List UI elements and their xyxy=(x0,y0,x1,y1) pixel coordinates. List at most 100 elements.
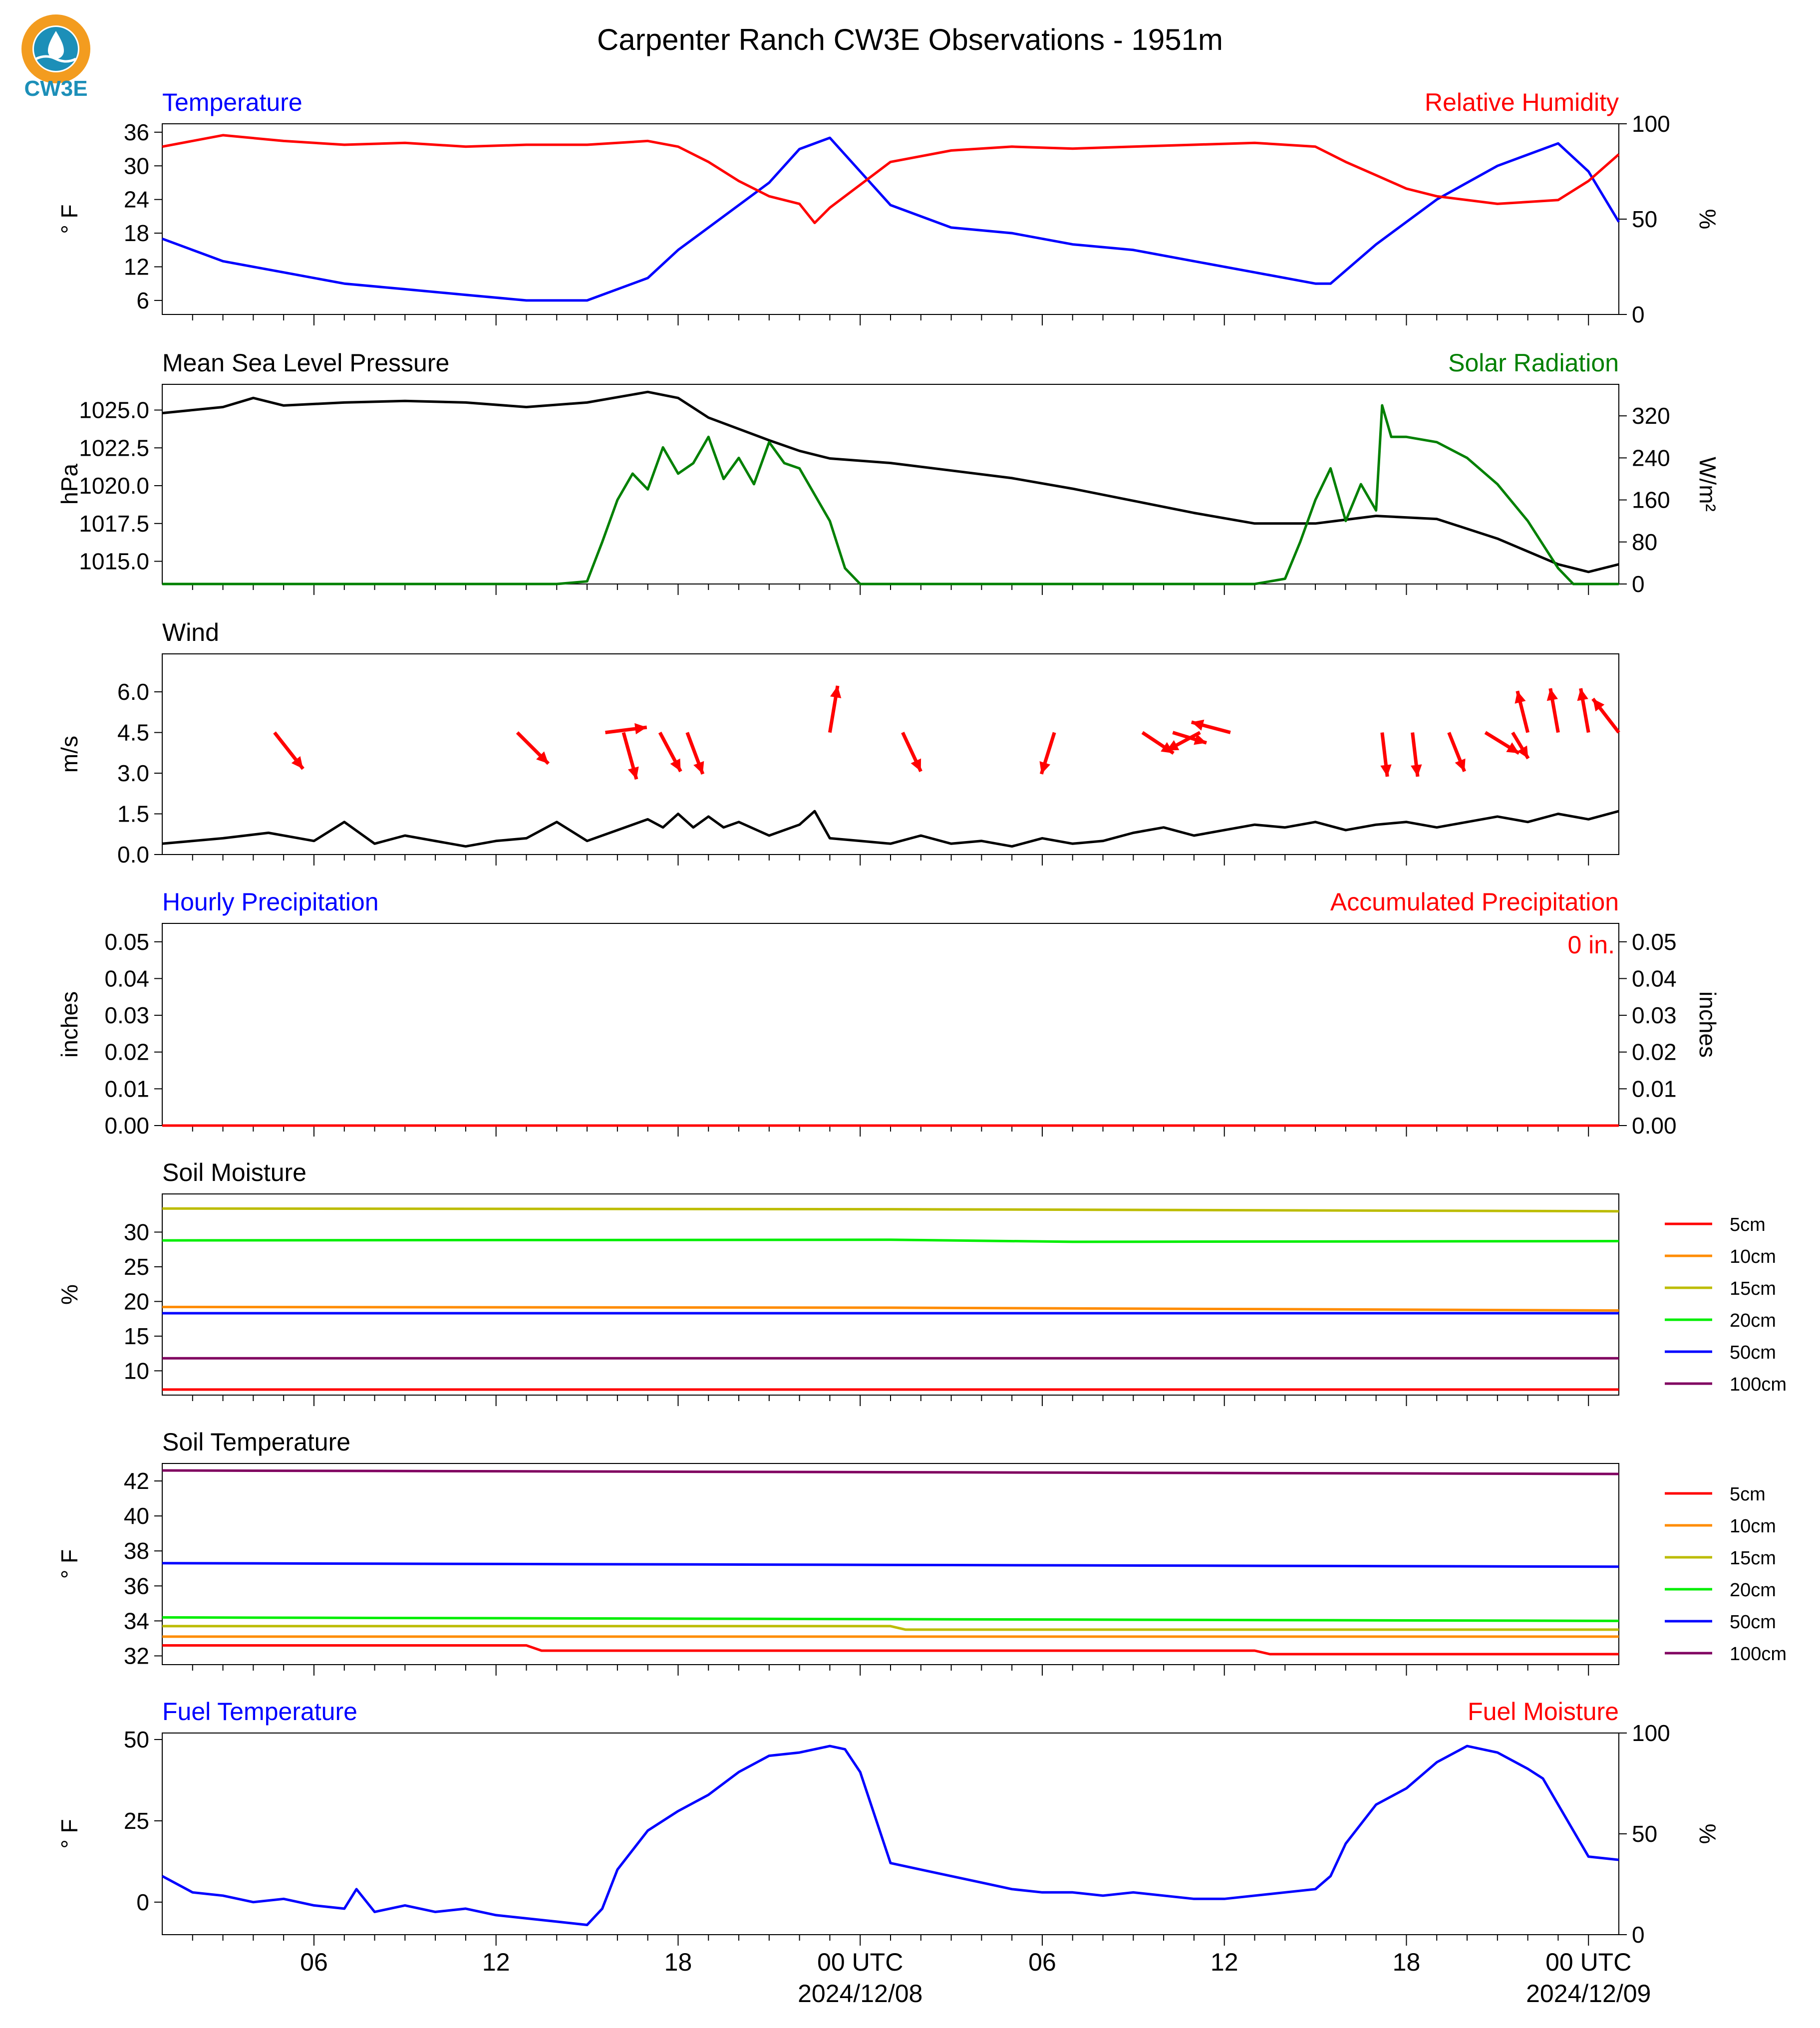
y2-tick-label: 320 xyxy=(1632,403,1670,429)
x-tick-label: 00 UTC xyxy=(817,1948,903,1976)
y2-tick-label: 80 xyxy=(1632,529,1657,555)
y-axis-label: hPa xyxy=(56,464,82,505)
logo-ring-icon xyxy=(21,14,90,83)
wind-arrow xyxy=(1546,688,1560,733)
series-line-20cm xyxy=(162,1616,1619,1622)
y2-tick-label: 100 xyxy=(1632,1720,1670,1746)
y-axis-label: % xyxy=(56,1284,82,1305)
date-label: 2024/12/08 xyxy=(798,1980,922,2008)
series-line-1 xyxy=(162,134,1620,225)
panel-soil_temperature: Soil Temperature 32 34 36 38 40 42 ° F 5cm 10cm 15… xyxy=(56,1428,1787,1676)
wind-arrowhead-icon xyxy=(1166,740,1180,751)
panel-temp_rh: Temperature Relative Humidity 6 12 18 24 30 36 °… xyxy=(56,88,1721,327)
series-line-10cm xyxy=(162,1306,1619,1312)
wave-icon xyxy=(35,55,77,63)
wind-arrowhead-icon xyxy=(1039,761,1051,774)
legend-label: 100cm xyxy=(1730,1644,1787,1665)
y-tick-label: 0.0 xyxy=(117,842,149,868)
wind-arrowhead-icon xyxy=(627,766,639,780)
y-tick-label: 1022.5 xyxy=(79,435,149,461)
wind-arrowhead-icon xyxy=(1515,691,1526,704)
panel-wind: Wind 0.0 1.5 3.0 4.5 6.0 m/s xyxy=(56,618,1620,868)
chart-panels: Temperature Relative Humidity 6 12 18 24 30 36 °… xyxy=(56,88,1787,1948)
y2-axis-label: W/m² xyxy=(1695,457,1721,512)
y2-axis-label: % xyxy=(1695,209,1721,230)
y-tick-label: 6.0 xyxy=(117,679,149,705)
series-line-5cm xyxy=(162,1644,1619,1656)
wind-arrow xyxy=(901,732,922,773)
time-axis-labels: 06 12 18 00 UTC 06 12 18 00 UTC 2024/12/08 2024/1… xyxy=(300,1948,1651,2008)
y2-tick-label: 50 xyxy=(1632,206,1657,232)
y2-tick-label: 160 xyxy=(1632,487,1670,513)
y-tick-label: 15 xyxy=(124,1323,149,1349)
y-tick-label: 20 xyxy=(124,1288,149,1314)
legend-label: 5cm xyxy=(1730,1214,1766,1235)
x-tick-label: 06 xyxy=(1028,1948,1056,1976)
wind-arrowhead-icon xyxy=(670,758,681,772)
y2-tick-label: 0 xyxy=(1632,1922,1645,1948)
x-tick-label: 06 xyxy=(300,1948,328,1976)
y2-tick-label: 0.04 xyxy=(1632,965,1677,991)
wind-arrowhead-icon xyxy=(634,723,647,735)
y2-tick-label: 50 xyxy=(1632,1821,1657,1847)
y-tick-label: 25 xyxy=(124,1254,149,1280)
wind-arrow xyxy=(1039,732,1056,775)
y-tick-label: 38 xyxy=(124,1538,149,1564)
legend-label: 20cm xyxy=(1730,1310,1776,1331)
cw3e-logo: CW3E xyxy=(21,14,90,101)
legend-label: 10cm xyxy=(1730,1516,1776,1537)
legend-label: 15cm xyxy=(1730,1548,1776,1569)
wind-arrowhead-icon xyxy=(1194,734,1207,745)
y-tick-label: 1015.0 xyxy=(79,549,149,575)
y-tick-label: 36 xyxy=(124,119,149,145)
series-line-15cm xyxy=(162,1207,1619,1213)
y-tick-label: 10 xyxy=(124,1358,149,1384)
wind-arrow xyxy=(1447,732,1467,772)
y-axis-label: ° F xyxy=(56,1819,82,1848)
y-tick-label: 1025.0 xyxy=(79,397,149,423)
legend-label: 100cm xyxy=(1730,1374,1787,1395)
y2-tick-label: 0.02 xyxy=(1632,1039,1677,1065)
y-axis-label: ° F xyxy=(56,204,82,234)
panel-title-right: Accumulated Precipitation xyxy=(1330,888,1619,916)
wind-arrow xyxy=(605,723,647,735)
panel-fuel: Fuel Temperature Fuel Moisture 0 25 50 ° F 0 50… xyxy=(56,1698,1721,1948)
y-tick-label: 40 xyxy=(124,1503,149,1529)
wind-arrow xyxy=(1191,719,1231,734)
wind-arrow xyxy=(658,731,682,773)
page-title: Carpenter Ranch CW3E Observations - 1951… xyxy=(597,23,1223,56)
y-tick-label: 1017.5 xyxy=(79,511,149,537)
legend: 5cm 10cm 15cm 20cm 50cm 100cm xyxy=(1665,1214,1787,1395)
series-line-0 xyxy=(162,390,1619,574)
y-tick-label: 0.02 xyxy=(104,1039,149,1065)
y-tick-label: 0.05 xyxy=(104,929,149,955)
y-tick-label: 1020.0 xyxy=(79,473,149,499)
wind-arrowhead-icon xyxy=(1506,742,1519,754)
y2-axis-label: inches xyxy=(1695,991,1721,1058)
wind-arrowhead-icon xyxy=(1455,758,1466,772)
panel-soil_moisture: Soil Moisture1015202530%5cm10cm15cm20cm5… xyxy=(56,1159,1787,1406)
x-tick-label: 12 xyxy=(482,1948,510,1976)
panel-title-right: Relative Humidity xyxy=(1425,88,1619,116)
series-line-0 xyxy=(161,1744,1619,1926)
panel-title-left: Fuel Temperature xyxy=(162,1698,357,1726)
legend-label: 10cm xyxy=(1730,1246,1776,1267)
accumulated-total-label: 0 in. xyxy=(1567,931,1615,959)
wind-arrowhead-icon xyxy=(830,685,842,698)
y-tick-label: 50 xyxy=(124,1727,149,1752)
y-tick-label: 42 xyxy=(124,1468,149,1494)
wind-arrow xyxy=(1165,731,1201,753)
wind-arrow xyxy=(1515,690,1530,733)
y2-tick-label: 0 xyxy=(1632,301,1645,327)
panel-precip: Hourly Precipitation Accumulated Precipit… xyxy=(56,888,1721,1139)
y-tick-label: 18 xyxy=(124,220,149,246)
water-drop-icon xyxy=(48,31,64,59)
wind-arrow xyxy=(273,731,304,770)
y-tick-label: 24 xyxy=(124,187,149,213)
wind-arrowhead-icon xyxy=(1546,688,1558,701)
wind-arrow xyxy=(685,732,705,775)
wind-arrow xyxy=(828,685,842,733)
y-tick-label: 3.0 xyxy=(117,760,149,786)
y-tick-label: 0.01 xyxy=(104,1076,149,1102)
y2-tick-label: 0.01 xyxy=(1632,1076,1677,1102)
